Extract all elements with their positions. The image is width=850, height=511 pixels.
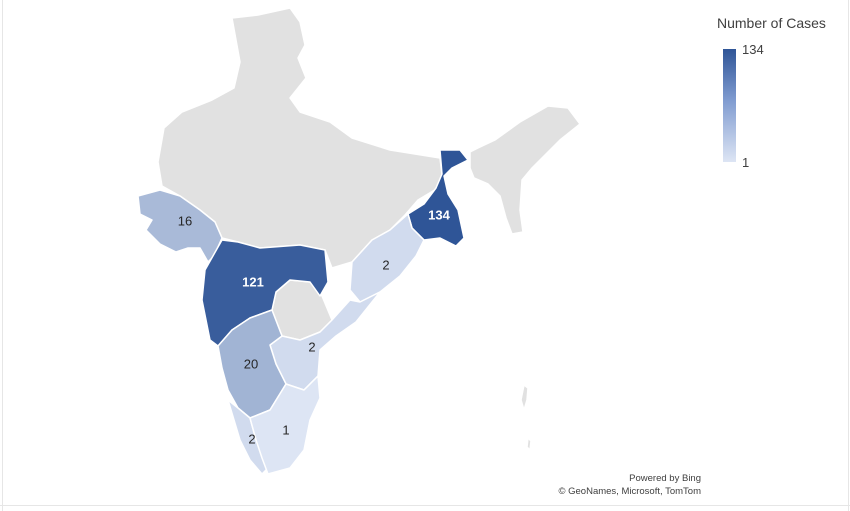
legend-min-label: 1 <box>742 155 750 170</box>
region-odisha[interactable] <box>349 213 425 303</box>
region-value-label-maharashtra: 121 <box>242 274 264 289</box>
region-no-data-nicobar[interactable] <box>526 437 532 451</box>
region-no-data-andaman[interactable] <box>520 384 529 411</box>
region-value-label-west-bengal: 134 <box>428 207 450 222</box>
gridline <box>0 505 850 506</box>
gridline <box>848 0 849 511</box>
legend-title: Number of Cases <box>717 15 826 31</box>
region-no-data-northeast[interactable] <box>469 105 581 235</box>
region-value-label-karnataka: 20 <box>244 356 258 371</box>
region-tamil-nadu[interactable] <box>249 375 321 475</box>
region-value-label-kerala: 2 <box>248 431 255 446</box>
legend-max-label: 134 <box>742 42 764 57</box>
gridline <box>2 0 3 511</box>
attribution-copyright: © GeoNames, Microsoft, TomTom <box>558 486 702 497</box>
legend-color-scale <box>723 49 736 162</box>
region-gujarat[interactable] <box>137 189 223 263</box>
region-karnataka[interactable] <box>217 309 287 419</box>
region-value-label-gujarat: 16 <box>178 213 192 228</box>
region-maharashtra[interactable] <box>201 239 329 347</box>
attribution-powered-by: Powered by Bing <box>629 473 701 484</box>
region-value-label-odisha: 2 <box>382 257 389 272</box>
region-west-bengal[interactable] <box>407 149 469 247</box>
region-value-label-tamil-nadu: 1 <box>282 422 289 437</box>
region-value-label-andhra-pradesh: 2 <box>308 339 315 354</box>
